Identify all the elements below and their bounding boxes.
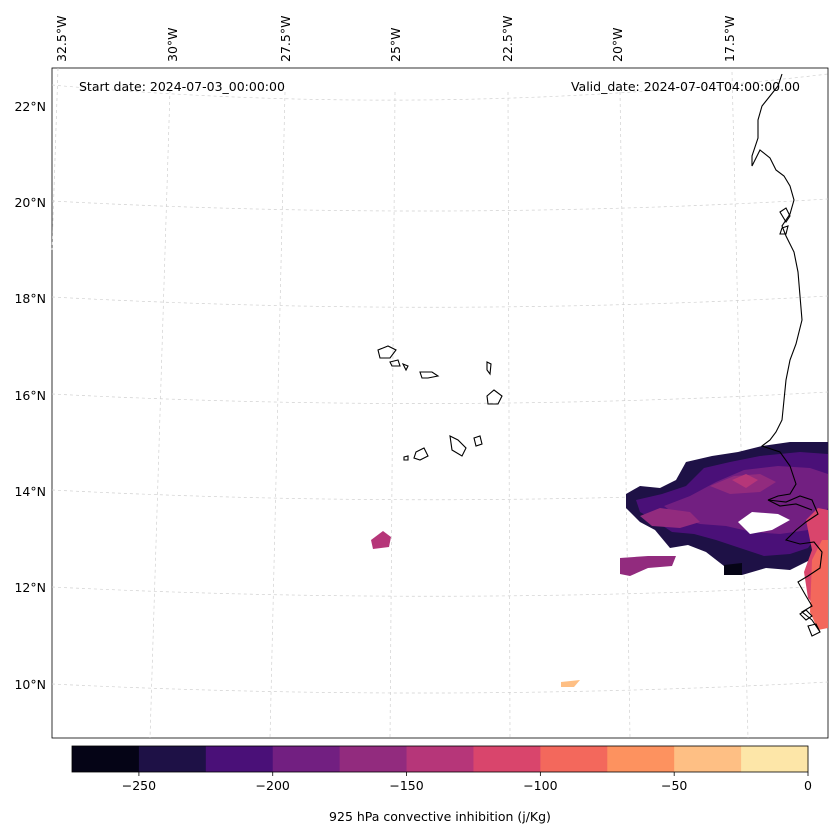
lon-label-25w: 25°W xyxy=(388,27,403,62)
colorbar-bin-1 xyxy=(138,746,207,772)
cin-region-coast-orange xyxy=(810,540,828,630)
lon-labels: 32.5°W 30°W 27.5°W 25°W 22.5°W 20°W 17.5… xyxy=(54,16,737,62)
colorbar-bin-2 xyxy=(205,746,274,772)
island-boa-vista xyxy=(486,389,503,405)
start-date-label: Start date: 2024-07-03_00:00:00 xyxy=(79,79,285,94)
gridline-lon-32.5 xyxy=(51,67,59,251)
island-sao-vicente xyxy=(389,359,401,367)
lat-label-14n: 14°N xyxy=(14,484,46,499)
bijagos-islands xyxy=(799,609,821,637)
island-santa-luzia xyxy=(401,362,409,372)
cin-region-small-peach xyxy=(561,680,580,687)
gridline-lat-18 xyxy=(51,295,829,308)
cin-region-strip xyxy=(620,556,676,576)
colorbar-tick-label: −50 xyxy=(661,778,687,793)
colorbar-outline xyxy=(71,745,809,773)
lat-label-18n: 18°N xyxy=(14,291,46,306)
colorbar-bin-3 xyxy=(272,746,341,772)
map-panel xyxy=(51,67,829,739)
valid-date-label: Valid_date: 2024-07-04T04:00:00.00 xyxy=(571,79,800,94)
cin-region-purple xyxy=(664,466,828,534)
lat-label-12n: 12°N xyxy=(14,580,46,595)
cin-region-small-magenta xyxy=(371,531,391,549)
lon-label-22.5w: 22.5°W xyxy=(500,16,515,62)
cin-region-magenta-west xyxy=(732,474,758,488)
gridline-lat-22 xyxy=(51,73,829,101)
lon-label-32.5w: 32.5°W xyxy=(54,16,69,62)
cape-verde-islands xyxy=(377,345,503,461)
lon-label-17.5w: 17.5°W xyxy=(722,16,737,62)
colorbar-bin-6 xyxy=(473,746,541,772)
island-sal xyxy=(486,361,492,376)
colorbar: −250 −200 −150 −100 −50 0 925 hPa convective … xyxy=(71,745,812,824)
lon-label-30w: 30°W xyxy=(165,27,180,62)
cin-field xyxy=(371,442,828,687)
cin-region-clear-gap xyxy=(738,512,790,534)
colorbar-bins xyxy=(72,746,809,772)
map-frame xyxy=(51,67,829,739)
lat-label-20n: 20°N xyxy=(14,195,46,210)
island-santiago xyxy=(449,435,467,457)
island-brava xyxy=(403,455,409,461)
gridline-lat-20 xyxy=(51,198,829,212)
colorbar-label: 925 hPa convective inhibition (j/Kg) xyxy=(329,809,551,824)
island-maio xyxy=(473,435,483,447)
west-africa-coastline xyxy=(751,73,823,633)
graticule xyxy=(51,67,829,739)
gridline-lat-14 xyxy=(51,488,829,501)
lat-labels: 22°N 20°N 18°N 16°N 14°N 12°N 10°N xyxy=(14,99,46,692)
colorbar-bin-8 xyxy=(607,746,675,772)
colorbar-tick-label: −150 xyxy=(389,778,423,793)
gridline-lat-12 xyxy=(51,585,829,597)
colorbar-bin-5 xyxy=(406,746,474,772)
coast-islet xyxy=(779,207,791,235)
coastlines xyxy=(751,73,823,637)
gridline-lat-16 xyxy=(51,391,829,404)
colorbar-tick-label: 0 xyxy=(804,778,812,793)
gridline-lon-30 xyxy=(149,89,171,739)
colorbar-bin-0 xyxy=(72,746,140,772)
colorbar-bin-9 xyxy=(674,746,742,772)
lat-label-22n: 22°N xyxy=(14,99,46,114)
island-sao-nicolau xyxy=(419,371,440,379)
cin-region-coast-dark xyxy=(724,563,742,575)
gambia-river xyxy=(767,499,813,511)
gridline-lat-10 xyxy=(51,681,829,694)
lat-label-10n: 10°N xyxy=(14,677,46,692)
lon-label-20w: 20°W xyxy=(610,27,625,62)
cin-region-mid-purple-2 xyxy=(640,508,700,528)
island-santo-antao xyxy=(377,345,397,359)
colorbar-tick-label: −250 xyxy=(122,778,156,793)
colorbar-tick-label: −200 xyxy=(256,778,290,793)
island-fogo xyxy=(413,447,429,461)
colorbar-bin-10 xyxy=(741,746,809,772)
colorbar-bin-7 xyxy=(540,746,608,772)
lat-label-16n: 16°N xyxy=(14,388,46,403)
lon-label-27.5w: 27.5°W xyxy=(278,16,293,62)
colorbar-bin-4 xyxy=(339,746,408,772)
colorbar-tick-label: −100 xyxy=(523,778,557,793)
colorbar-ticks: −250 −200 −150 −100 −50 0 xyxy=(122,772,812,793)
